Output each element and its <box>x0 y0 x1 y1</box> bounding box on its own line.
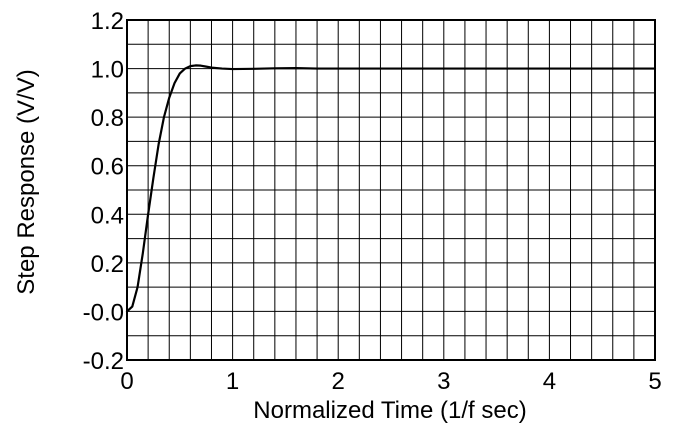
x-tick-label: 2 <box>332 368 345 395</box>
x-tick-label: 3 <box>437 368 450 395</box>
y-axis-label: Step Response (V/V) <box>13 69 40 294</box>
y-tick-label: 1.0 <box>91 57 124 84</box>
y-tick-label: 0.2 <box>91 251 124 278</box>
y-tick-labels: 1.2 1.0 0.8 0.6 0.4 0.2 -0.0 -0.2 <box>83 8 124 375</box>
x-axis-label: Normalized Time (1/f sec) <box>253 397 526 424</box>
y-tick-label: -0.2 <box>83 348 124 375</box>
step-response-line <box>125 64 657 313</box>
y-tick-label: 0.4 <box>91 202 124 229</box>
x-tick-label: 0 <box>120 368 133 395</box>
chart-series <box>125 64 657 313</box>
x-tick-labels: 0 1 2 3 4 5 <box>120 368 661 395</box>
plot-frame <box>126 19 656 361</box>
y-tick-label: 0.6 <box>91 154 124 181</box>
chart-grid <box>127 20 655 360</box>
x-tick-label: 1 <box>226 368 239 395</box>
x-tick-label: 5 <box>648 368 661 395</box>
x-tick-label: 4 <box>543 368 556 395</box>
y-tick-label: 1.2 <box>91 8 124 35</box>
y-tick-label: 0.8 <box>91 105 124 132</box>
y-tick-label: -0.0 <box>83 299 124 326</box>
